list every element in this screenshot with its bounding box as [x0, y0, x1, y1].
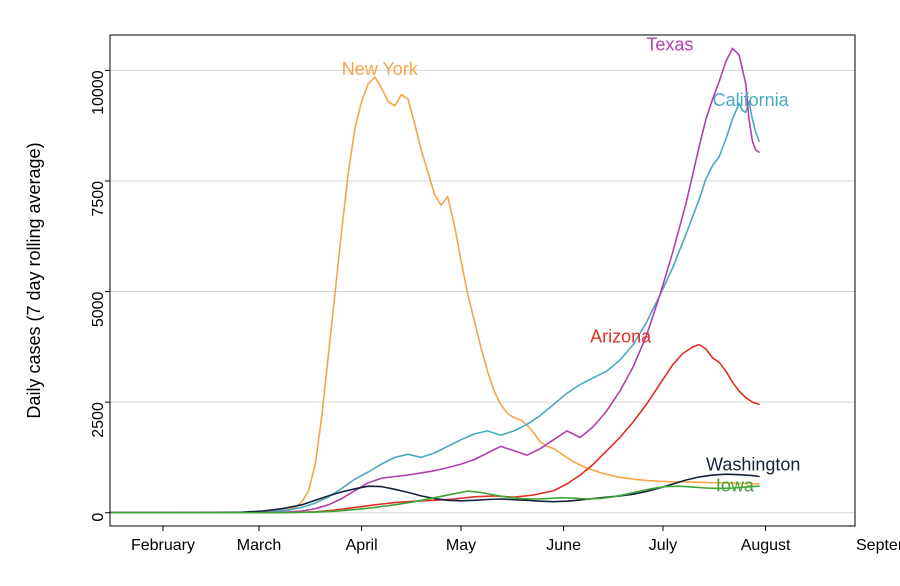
x-tick-label: May [446, 537, 476, 554]
series-label: Arizona [590, 326, 652, 346]
y-axis-title: Daily cases (7 day rolling average) [24, 142, 44, 418]
chart-container: 0 2500 5000 7500 10000 February March April May J… [0, 0, 900, 586]
y-tick-label: 0 [90, 513, 107, 522]
y-tick-label: 10000 [90, 70, 107, 115]
series-label: Washington [706, 455, 800, 475]
x-tick-label: February [131, 537, 195, 554]
chart-svg: 0 2500 5000 7500 10000 February March April May J… [0, 0, 900, 586]
x-tick-label: July [649, 537, 677, 554]
series-line [110, 486, 759, 513]
series-line [110, 48, 759, 512]
x-tick-label: August [741, 537, 791, 554]
y-tick-label: 5000 [90, 291, 107, 327]
series-label: New York [342, 59, 419, 79]
series-line [110, 101, 759, 512]
series-line [110, 474, 759, 513]
y-tick-label: 2500 [90, 402, 107, 438]
series-label: Iowa [716, 475, 755, 495]
x-tick-label: March [237, 537, 281, 554]
y-tick-label: 7500 [90, 181, 107, 217]
series-line [110, 77, 759, 513]
x-tick-label: June [546, 537, 581, 554]
x-tick-label: Septeml [856, 537, 900, 554]
series-label: California [713, 90, 790, 110]
x-tick-label: April [346, 537, 378, 554]
series-label: Texas [646, 34, 693, 54]
